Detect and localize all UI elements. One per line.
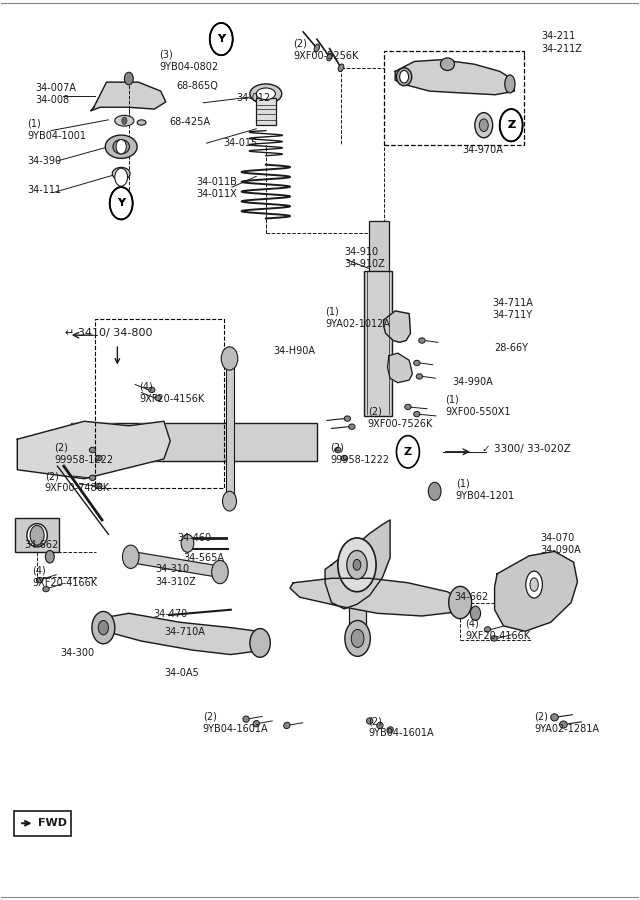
Circle shape — [396, 436, 419, 468]
Ellipse shape — [243, 716, 249, 723]
Text: (1)
9XF00-550X1: (1) 9XF00-550X1 — [445, 395, 510, 418]
Ellipse shape — [253, 721, 259, 727]
Text: Z: Z — [507, 121, 515, 130]
Text: 34-300: 34-300 — [61, 648, 95, 658]
Circle shape — [479, 119, 488, 131]
Text: 34-662: 34-662 — [454, 592, 489, 602]
Text: Z: Z — [507, 121, 515, 130]
Text: (2)
9XF00-7486K: (2) 9XF00-7486K — [45, 471, 110, 493]
Text: 34-662: 34-662 — [24, 540, 59, 550]
Ellipse shape — [90, 447, 96, 453]
Text: Y: Y — [117, 198, 125, 208]
Ellipse shape — [314, 44, 319, 52]
Text: Z: Z — [404, 446, 412, 457]
Polygon shape — [127, 552, 223, 578]
Polygon shape — [395, 59, 515, 94]
Ellipse shape — [377, 723, 383, 729]
Ellipse shape — [115, 115, 134, 126]
Text: 68-425A: 68-425A — [169, 117, 210, 127]
Ellipse shape — [112, 167, 130, 180]
Ellipse shape — [491, 635, 497, 641]
Ellipse shape — [341, 455, 348, 461]
Ellipse shape — [396, 68, 412, 86]
Text: 34-710A: 34-710A — [164, 627, 205, 637]
Circle shape — [124, 72, 133, 85]
Polygon shape — [290, 579, 465, 616]
Ellipse shape — [559, 721, 567, 728]
Text: 28-66Y: 28-66Y — [494, 343, 528, 353]
Ellipse shape — [440, 58, 454, 70]
Text: Y: Y — [217, 34, 225, 44]
Polygon shape — [388, 353, 412, 382]
Ellipse shape — [484, 626, 491, 632]
Circle shape — [347, 551, 367, 580]
Text: 34-910
34-910Z: 34-910 34-910Z — [344, 247, 385, 269]
Text: 34-015: 34-015 — [223, 139, 257, 148]
Ellipse shape — [113, 140, 129, 154]
Text: 34-565A: 34-565A — [184, 553, 225, 562]
Circle shape — [475, 112, 493, 138]
Ellipse shape — [90, 475, 96, 481]
Ellipse shape — [96, 483, 102, 489]
Bar — [349, 580, 366, 640]
Circle shape — [122, 545, 139, 569]
Ellipse shape — [526, 572, 542, 598]
Text: (1)
9YB04-1201: (1) 9YB04-1201 — [456, 478, 515, 500]
Ellipse shape — [148, 387, 155, 392]
Text: ↵ 3410/ 34-800: ↵ 3410/ 34-800 — [65, 328, 152, 338]
Circle shape — [45, 551, 54, 563]
Text: (3)
9YB04-0802: (3) 9YB04-0802 — [159, 50, 218, 72]
Circle shape — [99, 620, 108, 634]
Text: 34-990A: 34-990A — [452, 377, 493, 387]
Bar — [369, 221, 390, 282]
Text: Y: Y — [217, 34, 225, 44]
Ellipse shape — [256, 88, 275, 100]
Polygon shape — [325, 520, 390, 608]
Circle shape — [92, 611, 115, 644]
Circle shape — [210, 22, 233, 55]
Polygon shape — [91, 82, 166, 111]
Ellipse shape — [344, 416, 351, 421]
Bar — [15, 518, 59, 553]
Text: (2)
99958-1222: (2) 99958-1222 — [330, 443, 389, 464]
Ellipse shape — [338, 64, 344, 71]
Circle shape — [210, 22, 233, 55]
Text: FWD: FWD — [38, 818, 67, 828]
Circle shape — [109, 187, 132, 220]
Circle shape — [30, 526, 44, 545]
Ellipse shape — [96, 455, 102, 461]
Text: (4)
9XF20-4166K: (4) 9XF20-4166K — [465, 618, 531, 641]
Ellipse shape — [530, 578, 538, 591]
Ellipse shape — [404, 404, 411, 410]
Circle shape — [221, 346, 238, 370]
Text: (2)
9XF00-5256K: (2) 9XF00-5256K — [293, 39, 358, 61]
Ellipse shape — [413, 411, 420, 417]
Ellipse shape — [137, 120, 146, 125]
Circle shape — [116, 140, 126, 154]
Text: 34-007A
34-008: 34-007A 34-008 — [35, 83, 76, 105]
Ellipse shape — [419, 338, 425, 343]
Text: 34-111: 34-111 — [27, 184, 61, 194]
Text: (4)
9XF20-4166K: (4) 9XF20-4166K — [32, 565, 97, 588]
Circle shape — [212, 561, 228, 584]
Circle shape — [470, 606, 481, 620]
Text: 34-460: 34-460 — [177, 533, 211, 543]
Ellipse shape — [327, 53, 332, 61]
Circle shape — [250, 628, 270, 657]
Text: 34-011B
34-011X: 34-011B 34-011X — [196, 176, 237, 199]
Circle shape — [115, 168, 127, 186]
Text: (2)
9YB04-1601A: (2) 9YB04-1601A — [203, 712, 268, 734]
Circle shape — [500, 109, 523, 141]
Text: (1)
9YA02-1012A: (1) 9YA02-1012A — [325, 307, 390, 329]
Ellipse shape — [284, 723, 290, 729]
Text: 68-865Q: 68-865Q — [176, 81, 218, 91]
Ellipse shape — [416, 374, 422, 379]
Circle shape — [338, 538, 376, 592]
Text: 34-470: 34-470 — [153, 609, 188, 619]
Ellipse shape — [413, 360, 420, 365]
Text: 34-H90A: 34-H90A — [273, 346, 315, 356]
Circle shape — [353, 560, 361, 571]
Ellipse shape — [349, 424, 355, 429]
Circle shape — [345, 620, 371, 656]
Circle shape — [449, 587, 472, 618]
